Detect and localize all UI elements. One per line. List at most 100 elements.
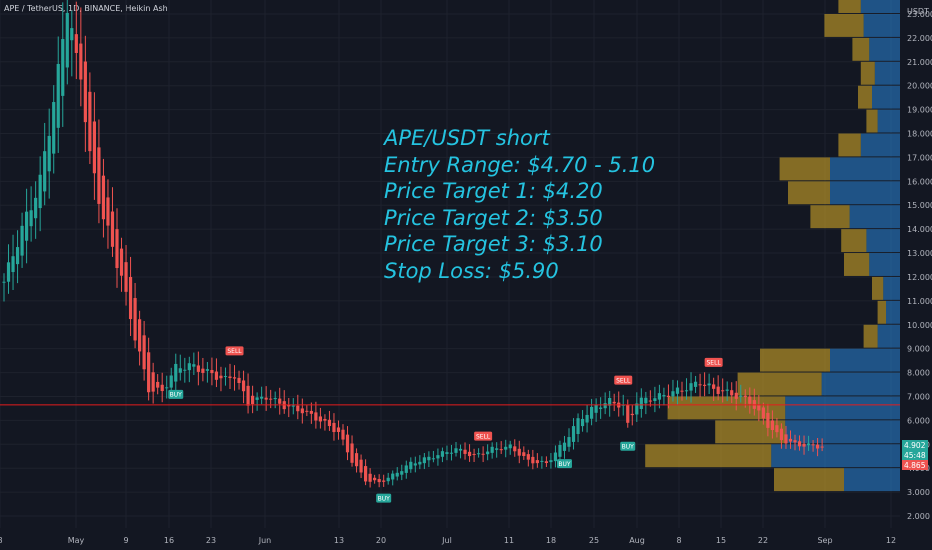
candle-body bbox=[20, 225, 24, 256]
price-axis[interactable]: 2.0003.0004.0005.0006.0007.0008.0009.000… bbox=[902, 7, 932, 521]
candle-body bbox=[725, 389, 729, 391]
candle-body bbox=[549, 460, 553, 463]
candle-body bbox=[15, 247, 20, 265]
candle-body bbox=[332, 422, 336, 433]
candle-body bbox=[788, 438, 793, 442]
candle-body bbox=[201, 368, 205, 373]
candle-body bbox=[495, 448, 499, 450]
candle-body bbox=[97, 147, 101, 204]
candle-body bbox=[440, 451, 445, 457]
candle-body bbox=[797, 441, 802, 447]
candle-body bbox=[273, 398, 277, 400]
candle-body bbox=[793, 440, 797, 443]
price-tick-label: 11.000 bbox=[907, 297, 932, 306]
volume-profile-down-bar bbox=[841, 229, 867, 253]
volume-profile-up-bar bbox=[830, 157, 900, 181]
candle-body bbox=[513, 446, 517, 452]
candle-body bbox=[47, 135, 51, 172]
candles bbox=[2, 0, 824, 488]
candle-body bbox=[707, 383, 711, 386]
candle-body bbox=[558, 444, 562, 457]
time-tick-label: Sep bbox=[817, 536, 832, 545]
volume-profile-down-bar bbox=[860, 61, 875, 85]
candle-body bbox=[594, 404, 598, 413]
candle-body bbox=[269, 398, 273, 400]
candle-body bbox=[409, 461, 413, 470]
candle-body bbox=[431, 458, 435, 460]
last-price-label: 4.865 bbox=[904, 461, 926, 470]
candle-body bbox=[169, 375, 173, 388]
candle-body bbox=[88, 91, 92, 152]
candle-body bbox=[612, 401, 616, 404]
volume-profile-up-bar bbox=[771, 444, 900, 468]
volume-profile-up-bar bbox=[883, 276, 900, 300]
price-tick-label: 15.000 bbox=[907, 201, 932, 210]
time-tick-label: 20 bbox=[376, 536, 386, 545]
candle-body bbox=[359, 459, 363, 473]
time-tick-label: Aug bbox=[629, 536, 645, 545]
candle-body bbox=[192, 364, 196, 367]
price-tick-label: 12.000 bbox=[907, 273, 932, 282]
candle-body bbox=[449, 452, 454, 454]
candle-body bbox=[38, 174, 42, 209]
candle-body bbox=[666, 395, 671, 397]
volume-profile-down-bar bbox=[824, 14, 864, 37]
candle-body bbox=[327, 419, 332, 427]
candle-body bbox=[61, 39, 65, 96]
trade-annotation[interactable]: APE/USDT short Entry Range: $4.70 - 5.10… bbox=[384, 125, 655, 284]
candle-body bbox=[684, 390, 689, 392]
volume-profile-up-bar bbox=[874, 61, 900, 85]
candle-body bbox=[354, 453, 359, 467]
candle-body bbox=[373, 477, 377, 481]
candle-body bbox=[784, 434, 788, 444]
price-tick-label: 19.000 bbox=[907, 106, 932, 115]
candle-body bbox=[115, 229, 119, 269]
candle-body bbox=[241, 380, 246, 392]
price-tick-label: 9.000 bbox=[907, 345, 930, 354]
candle-body bbox=[422, 457, 426, 464]
candle-body bbox=[196, 365, 200, 372]
candle-body bbox=[675, 387, 680, 394]
candle-body bbox=[395, 472, 399, 477]
candle-body bbox=[350, 443, 354, 463]
signal-label: BUY bbox=[170, 392, 183, 399]
candle-body bbox=[309, 410, 313, 414]
volume-profile-up-bar bbox=[872, 85, 900, 109]
time-tick-label: 16 bbox=[164, 536, 174, 545]
candle-body bbox=[246, 385, 250, 406]
last-price-badge bbox=[902, 440, 928, 450]
signal-label: BUY bbox=[622, 444, 635, 451]
candle-body bbox=[34, 197, 38, 219]
volume-profile-up-bar bbox=[877, 109, 900, 133]
candle-body bbox=[517, 448, 521, 456]
candle-body bbox=[531, 456, 535, 464]
annotation-line-stoploss: Stop Loss: $5.90 bbox=[384, 258, 559, 283]
volume-profile-up-bar bbox=[849, 205, 900, 229]
volume-profile-up-bar bbox=[877, 324, 900, 348]
price-tick-label: 2.000 bbox=[907, 512, 930, 521]
time-tick-label: 15 bbox=[716, 536, 726, 545]
candle-body bbox=[368, 473, 372, 482]
time-tick-label: 9 bbox=[123, 536, 128, 545]
price-tick-label: 20.000 bbox=[907, 82, 932, 91]
volume-profile-down-bar bbox=[760, 348, 830, 372]
signal-label: BUY bbox=[558, 461, 571, 468]
price-tick-label: 21.000 bbox=[907, 58, 932, 67]
candle-body bbox=[599, 407, 603, 409]
candle-body bbox=[522, 452, 526, 457]
time-axis[interactable]: 8 May 9 16 23 Jun 13 20 Jul 11 18 25 Aug 8 15 22 Sep 12 bbox=[0, 536, 896, 545]
candle-body bbox=[25, 211, 29, 241]
signals: SELLBUYSELLBUYSELLBUYSELLBUYSELL bbox=[168, 346, 723, 503]
volume-profile-down-bar bbox=[872, 276, 884, 300]
candle-body bbox=[413, 463, 417, 466]
candle-body bbox=[748, 396, 752, 404]
volume-profile-down-bar bbox=[779, 157, 830, 181]
time-tick-label: 22 bbox=[758, 536, 768, 545]
volume-profile-up-bar bbox=[886, 300, 900, 324]
candle-body bbox=[603, 403, 607, 409]
candle-body bbox=[83, 61, 87, 123]
volume-profile-down-bar bbox=[788, 181, 830, 205]
candle-body bbox=[214, 371, 219, 380]
volume-profile-down-bar bbox=[737, 372, 822, 396]
